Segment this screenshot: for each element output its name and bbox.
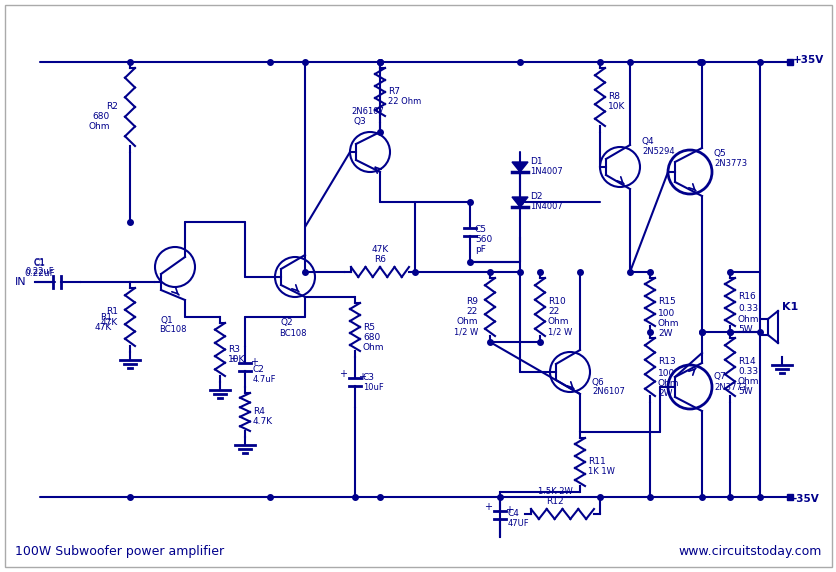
Text: +: +	[358, 372, 365, 382]
Text: R4: R4	[252, 407, 264, 416]
Text: R10: R10	[548, 297, 565, 307]
Text: 100: 100	[657, 309, 675, 319]
Text: +: +	[229, 354, 237, 364]
Text: Ohm: Ohm	[737, 315, 758, 324]
Text: 1/2 W: 1/2 W	[548, 328, 572, 336]
Text: C1
0.22uF: C1 0.22uF	[24, 259, 55, 277]
Text: C3: C3	[363, 372, 375, 382]
Text: R14: R14	[737, 358, 755, 367]
Text: R5: R5	[363, 323, 375, 332]
Text: 1N4007: 1N4007	[529, 202, 562, 212]
Text: 2N5294: 2N5294	[641, 148, 674, 157]
Text: Q5: Q5	[713, 149, 726, 158]
Text: 1K 1W: 1K 1W	[588, 467, 614, 476]
Text: Ohm: Ohm	[456, 317, 477, 327]
Text: +35V: +35V	[792, 55, 823, 65]
Text: Q7: Q7	[713, 372, 726, 382]
Text: C4: C4	[507, 510, 519, 518]
Text: 1.5K 2W: 1.5K 2W	[537, 487, 572, 496]
Text: 0.22uF: 0.22uF	[26, 268, 54, 276]
Polygon shape	[512, 197, 528, 207]
Text: IN: IN	[15, 277, 27, 287]
Text: D2: D2	[529, 193, 542, 201]
Text: Ohm: Ohm	[548, 317, 568, 327]
Text: 100W Subwoofer power amplifier: 100W Subwoofer power amplifier	[15, 546, 224, 558]
Text: R15: R15	[657, 297, 675, 307]
Text: R9: R9	[466, 297, 477, 307]
Text: R3: R3	[227, 345, 240, 355]
Text: 5W: 5W	[737, 324, 752, 333]
Text: www.circuitstoday.com: www.circuitstoday.com	[678, 546, 821, 558]
Text: C1: C1	[34, 260, 46, 268]
Text: Q1: Q1	[161, 316, 173, 324]
Text: +: +	[483, 502, 492, 511]
Text: C2: C2	[252, 364, 264, 374]
Text: 10K: 10K	[607, 102, 624, 112]
Text: pF: pF	[475, 245, 485, 255]
Text: K1: K1	[781, 302, 798, 312]
Text: 47K: 47K	[94, 323, 112, 332]
Text: +: +	[504, 505, 512, 515]
Text: R7: R7	[388, 88, 400, 97]
Text: R11: R11	[588, 458, 605, 467]
Text: R16: R16	[737, 292, 755, 301]
Text: 1/2 W: 1/2 W	[453, 328, 477, 336]
Text: Ohm: Ohm	[657, 320, 679, 328]
Polygon shape	[512, 162, 528, 172]
Text: R1: R1	[99, 312, 112, 321]
Text: 1N4007: 1N4007	[529, 168, 562, 177]
Text: D1: D1	[529, 157, 542, 166]
Text: R6: R6	[374, 256, 385, 264]
Text: R12: R12	[546, 498, 563, 506]
Text: +: +	[250, 357, 257, 367]
Text: 22: 22	[548, 308, 558, 316]
Text: R1
47K: R1 47K	[100, 307, 118, 327]
Text: BC108: BC108	[279, 328, 306, 337]
Text: R13: R13	[657, 358, 675, 367]
Text: Ohm: Ohm	[737, 378, 758, 387]
Text: 22: 22	[466, 308, 477, 316]
Text: 2N6107: 2N6107	[591, 387, 624, 396]
Text: 2W: 2W	[657, 329, 671, 339]
Text: BC108: BC108	[159, 325, 186, 335]
Text: 4.7K: 4.7K	[252, 418, 273, 427]
Text: Q2: Q2	[280, 319, 293, 328]
Text: 2N3773: 2N3773	[713, 160, 747, 169]
Text: 680: 680	[93, 113, 110, 121]
Text: 5W: 5W	[737, 387, 752, 396]
Text: Q4: Q4	[641, 137, 654, 146]
Text: 100: 100	[657, 370, 675, 379]
Text: Q6: Q6	[591, 378, 604, 387]
Text: Q3: Q3	[353, 117, 366, 126]
Text: 560: 560	[475, 236, 492, 244]
Text: 2W: 2W	[657, 390, 671, 399]
Text: +: +	[339, 369, 347, 379]
Text: R2: R2	[106, 102, 118, 112]
Text: Ohm: Ohm	[657, 379, 679, 388]
Text: 2N3773: 2N3773	[713, 383, 747, 391]
Text: 10uF: 10uF	[363, 383, 383, 391]
Text: -35V: -35V	[792, 494, 818, 504]
Text: 0.33: 0.33	[737, 367, 757, 376]
Text: C5: C5	[475, 225, 487, 235]
Text: 2N6107: 2N6107	[351, 108, 384, 117]
Text: 4.7uF: 4.7uF	[252, 375, 276, 383]
Text: Ohm: Ohm	[89, 122, 110, 132]
Text: 0.33: 0.33	[737, 304, 757, 313]
Text: 47K: 47K	[371, 245, 388, 255]
Text: R8: R8	[607, 93, 619, 101]
Text: 47UF: 47UF	[507, 519, 529, 529]
Text: 22 Ohm: 22 Ohm	[388, 97, 421, 106]
Text: 680: 680	[363, 332, 380, 341]
Text: 10K: 10K	[227, 356, 245, 364]
Text: Ohm: Ohm	[363, 343, 384, 352]
